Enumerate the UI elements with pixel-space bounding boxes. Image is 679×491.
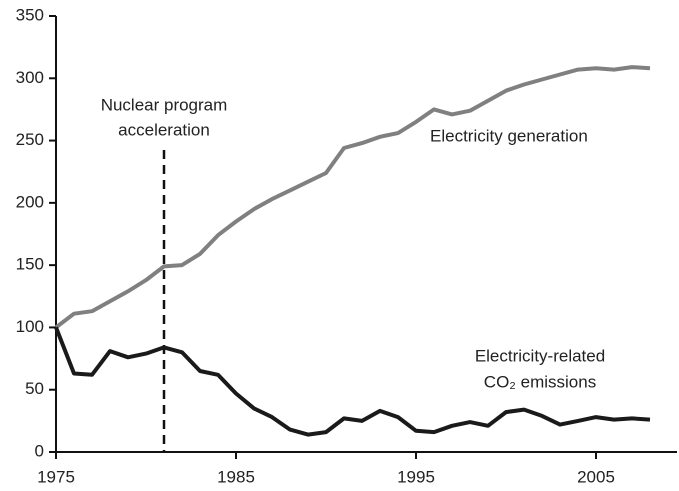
series-line — [54, 326, 651, 437]
series-label: Electricity-related — [475, 346, 605, 365]
series-label: CO₂ emissions — [484, 372, 596, 391]
y-tick-label: 100 — [16, 317, 44, 336]
y-tick-label: 50 — [25, 379, 44, 398]
annotation-text: Nuclear program — [101, 95, 228, 114]
y-tick-label: 250 — [16, 130, 44, 149]
x-tick-label: 1995 — [397, 467, 435, 486]
series-label: Electricity generation — [430, 126, 588, 145]
x-tick-label: 1975 — [37, 467, 75, 486]
y-tick-label: 350 — [16, 5, 44, 24]
y-tick-label: 150 — [16, 255, 44, 274]
y-tick-label: 200 — [16, 192, 44, 211]
x-tick-label: 1985 — [217, 467, 255, 486]
y-tick-label: 0 — [35, 441, 44, 460]
series-line — [54, 65, 651, 329]
x-tick-label: 2005 — [577, 467, 615, 486]
y-tick-label: 300 — [16, 68, 44, 87]
annotation-text: acceleration — [118, 120, 210, 139]
